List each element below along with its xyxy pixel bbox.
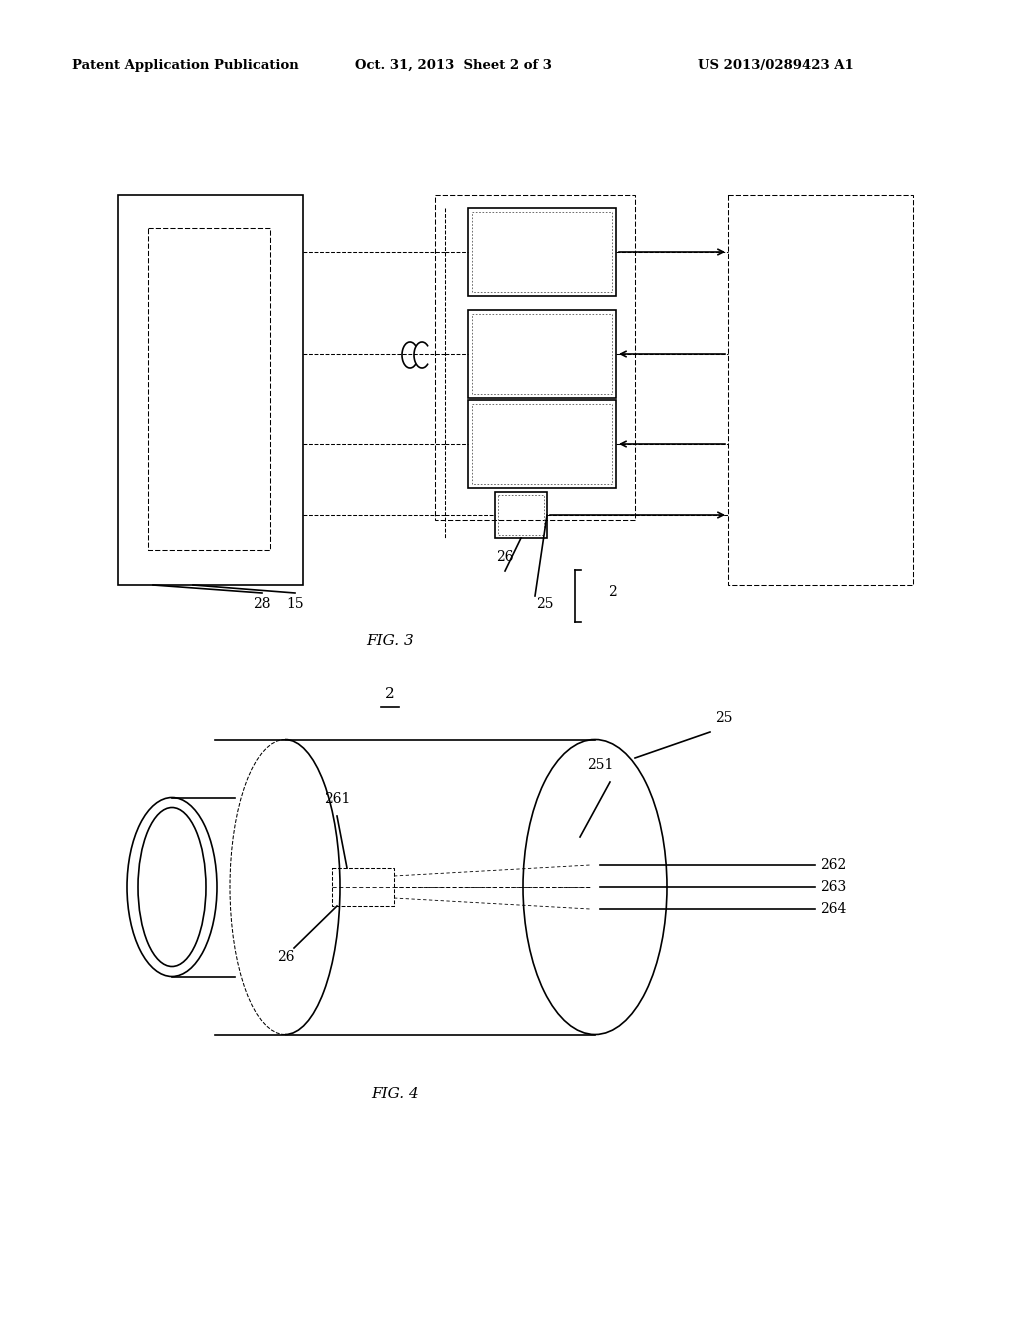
Text: 261: 261	[324, 792, 350, 807]
Text: 264: 264	[820, 902, 847, 916]
Text: 15: 15	[286, 597, 304, 611]
Text: 2: 2	[385, 686, 395, 701]
Text: FIG. 3: FIG. 3	[367, 634, 414, 648]
Text: Oct. 31, 2013  Sheet 2 of 3: Oct. 31, 2013 Sheet 2 of 3	[355, 58, 552, 71]
Text: 26: 26	[497, 550, 514, 564]
Text: Patent Application Publication: Patent Application Publication	[72, 58, 299, 71]
Bar	[435, 195, 635, 520]
Text: US 2013/0289423 A1: US 2013/0289423 A1	[698, 58, 854, 71]
Text: FIG. 4: FIG. 4	[371, 1086, 419, 1101]
Text: 25: 25	[715, 711, 732, 725]
Text: 25: 25	[537, 597, 554, 611]
Text: 251: 251	[587, 758, 613, 772]
Text: 263: 263	[820, 880, 846, 894]
Bar	[472, 404, 612, 484]
Bar	[118, 195, 303, 585]
Bar	[148, 228, 270, 550]
Bar	[495, 492, 547, 539]
Bar	[468, 310, 616, 399]
Text: 262: 262	[820, 858, 846, 873]
Bar	[472, 213, 612, 292]
Bar	[472, 314, 612, 393]
Text: 26: 26	[278, 950, 295, 964]
Bar	[498, 495, 544, 535]
Bar	[332, 869, 394, 906]
Bar	[468, 400, 616, 488]
Text: 28: 28	[253, 597, 270, 611]
Text: 2: 2	[608, 585, 616, 599]
Bar	[468, 209, 616, 296]
Bar	[728, 195, 913, 585]
